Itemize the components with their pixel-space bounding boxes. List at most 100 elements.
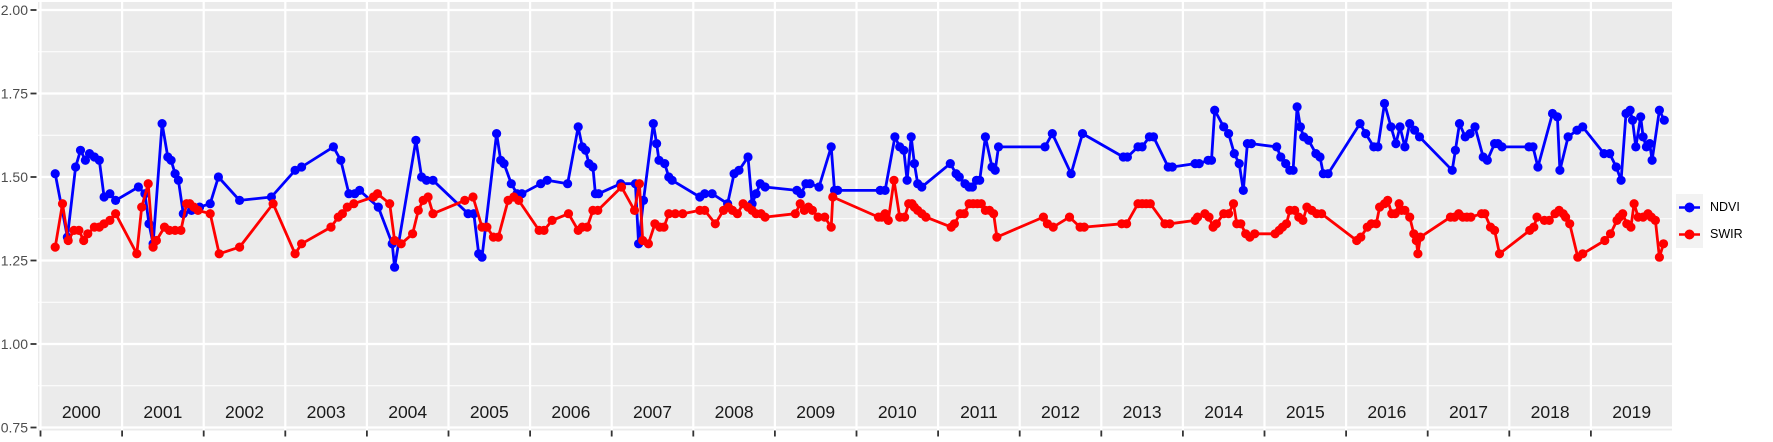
ndvi-point	[563, 179, 573, 189]
ndvi-point	[1552, 112, 1562, 122]
ndvi-point	[594, 189, 604, 199]
ndvi-point	[105, 189, 115, 199]
ndvi-point	[157, 119, 167, 129]
ndvi-point	[1647, 155, 1657, 165]
swir-point	[1415, 232, 1425, 242]
ndvi-point	[1066, 169, 1076, 179]
ndvi-point	[373, 202, 383, 212]
swir-point	[659, 222, 669, 232]
ndvi-point	[833, 185, 843, 195]
x-tick-label: 2007	[633, 402, 672, 422]
y-tick-label: 1.00	[1, 336, 28, 352]
ndvi-point	[1482, 155, 1492, 165]
swir-point	[992, 232, 1002, 242]
swir-point	[1250, 229, 1260, 239]
ndvi-point	[1414, 132, 1425, 142]
swir-point	[547, 215, 557, 225]
ndvi-point	[588, 162, 598, 172]
ndvi-point	[743, 152, 753, 162]
ndvi-point	[1555, 165, 1565, 175]
legend-label-ndvi: NDVI	[1710, 200, 1740, 214]
x-tick-label: 2012	[1041, 402, 1080, 422]
ndvi-point	[1645, 139, 1655, 149]
swir-point	[1400, 205, 1410, 215]
swir-point	[79, 235, 89, 246]
swir-point	[710, 219, 720, 229]
ndvi-point	[1454, 119, 1465, 129]
swir-point	[664, 209, 674, 219]
swir-point	[396, 239, 406, 249]
x-tick-label: 2019	[1612, 402, 1651, 422]
ndvi-point	[805, 179, 815, 189]
ndvi-point	[652, 139, 662, 149]
swir-point	[111, 209, 121, 219]
swir-point	[132, 249, 142, 259]
ndvi-point	[328, 142, 338, 152]
ndvi-point	[1659, 115, 1669, 125]
swir-point	[1494, 249, 1505, 259]
x-tick-label: 2005	[470, 402, 509, 422]
ndvi-point	[1395, 122, 1405, 132]
ndvi-point	[1047, 129, 1057, 139]
ndvi-point	[1122, 152, 1132, 162]
ndvi-point	[1137, 142, 1147, 152]
ndvi-point	[975, 175, 985, 185]
swir-point	[1122, 219, 1132, 229]
ndvi-point	[499, 159, 509, 169]
x-tick-label: 2000	[62, 402, 101, 422]
ndvi-point	[1497, 142, 1507, 152]
ndvi-point	[1272, 142, 1282, 152]
ndvi-point	[1631, 142, 1641, 152]
ndvi-point	[1447, 165, 1457, 175]
swir-point	[1626, 222, 1636, 232]
ndvi-point	[111, 195, 121, 205]
ndvi-point	[1234, 159, 1244, 169]
ndvi-point	[1238, 185, 1248, 195]
swir-point	[989, 209, 999, 219]
ndvi-point	[1611, 162, 1621, 172]
y-tick-label: 1.25	[1, 253, 28, 269]
ndvi-point	[411, 135, 421, 145]
swir-point	[1405, 212, 1415, 222]
ndvi-point	[1400, 142, 1410, 152]
legend: NDVI SWIR	[1676, 0, 1773, 442]
swir-point	[326, 222, 336, 232]
swir-point	[290, 249, 300, 259]
swir-point	[900, 212, 910, 222]
ndvi-point	[1194, 159, 1204, 169]
swir-point	[1658, 239, 1669, 249]
swir-point	[582, 222, 592, 232]
ndvi-point	[1627, 115, 1638, 125]
ndvi-point	[1315, 152, 1325, 162]
ndvi-point	[428, 175, 438, 185]
ndvi-point	[880, 185, 890, 195]
ndvi-point	[1528, 142, 1538, 152]
ndvi-point	[1295, 122, 1305, 132]
swir-point	[1228, 199, 1239, 209]
swir-point	[514, 195, 524, 205]
ndvi-point	[1625, 105, 1635, 115]
swir-point	[193, 205, 203, 215]
swir-point	[1650, 215, 1660, 225]
swir-point	[790, 209, 800, 219]
swir-point	[1654, 252, 1664, 262]
ndvi-point	[1219, 122, 1229, 132]
swir-point	[976, 199, 986, 209]
ndvi-point	[390, 262, 400, 272]
ndvi-point	[917, 182, 927, 192]
swir-point	[74, 225, 84, 235]
swir-point	[1290, 205, 1300, 215]
swir-point	[1466, 212, 1476, 222]
swir-point	[629, 205, 640, 215]
swir-point	[1561, 212, 1571, 222]
ndvi-point	[1638, 132, 1648, 142]
ndvi-point	[1405, 119, 1415, 129]
ndvi-point	[1040, 142, 1050, 152]
swir-point	[1079, 222, 1089, 232]
ndvi-point	[1373, 142, 1383, 152]
swir-point	[337, 209, 347, 219]
ndvi-point	[980, 132, 991, 142]
swir-point	[460, 195, 470, 205]
x-tick-label: 2016	[1367, 402, 1406, 422]
x-tick-label: 2010	[878, 402, 917, 422]
